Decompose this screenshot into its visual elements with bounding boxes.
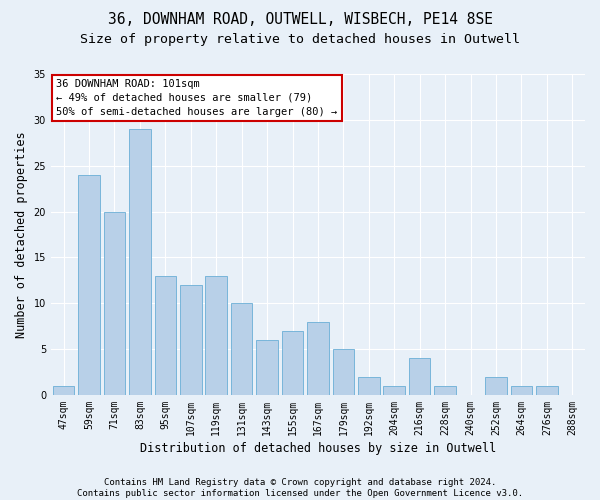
Bar <box>409 358 430 395</box>
Text: 36 DOWNHAM ROAD: 101sqm
← 49% of detached houses are smaller (79)
50% of semi-de: 36 DOWNHAM ROAD: 101sqm ← 49% of detache… <box>56 79 338 117</box>
Bar <box>129 129 151 395</box>
Bar <box>383 386 405 395</box>
Bar <box>332 349 354 395</box>
Text: 36, DOWNHAM ROAD, OUTWELL, WISBECH, PE14 8SE: 36, DOWNHAM ROAD, OUTWELL, WISBECH, PE14… <box>107 12 493 28</box>
Bar <box>485 376 507 395</box>
Text: Contains HM Land Registry data © Crown copyright and database right 2024.
Contai: Contains HM Land Registry data © Crown c… <box>77 478 523 498</box>
Text: Size of property relative to detached houses in Outwell: Size of property relative to detached ho… <box>80 32 520 46</box>
Bar <box>282 331 304 395</box>
Bar <box>104 212 125 395</box>
Bar <box>155 276 176 395</box>
Bar <box>205 276 227 395</box>
Bar <box>231 303 253 395</box>
Bar <box>78 175 100 395</box>
Bar <box>511 386 532 395</box>
Bar <box>536 386 557 395</box>
X-axis label: Distribution of detached houses by size in Outwell: Distribution of detached houses by size … <box>140 442 496 455</box>
Bar <box>180 285 202 395</box>
Bar <box>307 322 329 395</box>
Bar <box>434 386 456 395</box>
Bar <box>256 340 278 395</box>
Bar <box>358 376 380 395</box>
Y-axis label: Number of detached properties: Number of detached properties <box>15 131 28 338</box>
Bar <box>53 386 74 395</box>
